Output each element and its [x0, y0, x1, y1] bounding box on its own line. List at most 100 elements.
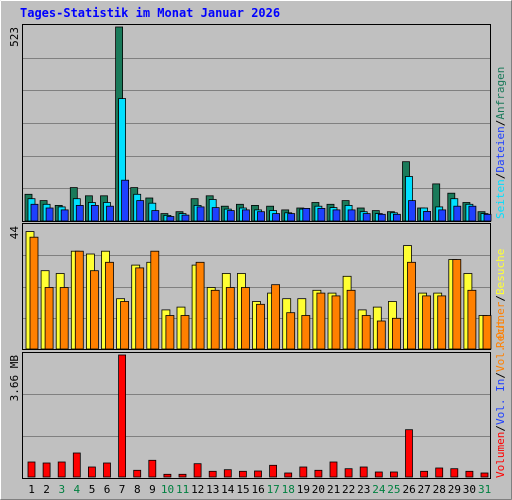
- bar-visits-rechner-day-4: [74, 250, 84, 350]
- volume-panel: [22, 352, 491, 479]
- bar-volume-volumen-day-16: [254, 470, 262, 478]
- bar-visits-rechner-day-27: [422, 295, 432, 350]
- bar-requests-seiten-day-28: [438, 209, 447, 222]
- bar-visits-rechner-day-26: [407, 261, 416, 350]
- bar-visits-rechner-day-22: [346, 289, 356, 350]
- bar-volume-volumen-day-24: [374, 471, 383, 478]
- requests-max-label: 523: [8, 27, 21, 47]
- bar-volume-volumen-day-12: [193, 463, 202, 478]
- day-label-25: 25: [387, 483, 400, 496]
- bar-volume-volumen-day-5: [88, 466, 96, 478]
- day-label-15: 15: [236, 483, 249, 496]
- legend-part: Besuche: [494, 249, 507, 295]
- day-label-3: 3: [58, 483, 65, 496]
- bar-requests-seiten-day-1: [30, 203, 39, 222]
- bar-marks: [24, 26, 492, 478]
- bar-requests-seiten-day-16: [257, 211, 265, 222]
- day-label-27: 27: [417, 483, 430, 496]
- day-label-2: 2: [43, 483, 50, 496]
- bar-requests-seiten-day-7: [121, 179, 129, 222]
- bar-requests-seiten-day-21: [332, 209, 341, 222]
- bar-volume-volumen-day-21: [329, 461, 338, 478]
- bar-visits-rechner-day-10: [165, 315, 175, 350]
- day-label-20: 20: [312, 483, 325, 496]
- visits-legend: Rechner/Besuche: [494, 249, 507, 348]
- bar-visits-rechner-day-8: [135, 267, 145, 350]
- bar-volume-volumen-day-26: [405, 429, 413, 478]
- bar-requests-seiten-day-8: [136, 200, 145, 222]
- day-label-28: 28: [433, 483, 446, 496]
- visits-panel: [22, 223, 491, 350]
- day-label-21: 21: [327, 483, 340, 496]
- day-label-10: 10: [161, 483, 174, 496]
- bar-visits-rechner-day-5: [90, 270, 99, 350]
- day-label-9: 9: [149, 483, 156, 496]
- bar-volume-volumen-day-6: [103, 462, 111, 478]
- day-label-22: 22: [342, 483, 355, 496]
- day-label-30: 30: [463, 483, 476, 496]
- bar-visits-rechner-day-18: [286, 312, 296, 350]
- bar-volume-volumen-day-23: [359, 466, 368, 478]
- bar-visits-rechner-day-23: [361, 315, 371, 350]
- bar-requests-seiten-day-14: [226, 210, 235, 222]
- bar-volume-volumen-day-27: [420, 470, 429, 478]
- bar-visits-rechner-day-6: [105, 261, 114, 350]
- bar-volume-volumen-day-11: [178, 473, 187, 478]
- bar-requests-seiten-day-20: [317, 207, 326, 222]
- bar-requests-seiten-day-27: [423, 210, 432, 222]
- bar-requests-seiten-day-12: [196, 206, 205, 222]
- bar-visits-rechner-day-12: [195, 261, 205, 350]
- bar-visits-rechner-day-7: [120, 301, 129, 350]
- legend-part: Vol. Out: [494, 319, 507, 372]
- day-label-13: 13: [206, 483, 219, 496]
- requests-legend: Seiten/Dateien/Anfragen: [494, 67, 507, 219]
- day-label-12: 12: [191, 483, 204, 496]
- day-label-7: 7: [119, 483, 126, 496]
- day-label-31: 31: [478, 483, 491, 496]
- legend-part: /: [494, 295, 507, 302]
- legend-part: Volumen: [494, 432, 507, 478]
- day-label-8: 8: [134, 483, 141, 496]
- day-label-16: 16: [251, 483, 264, 496]
- chart-title: Tages-Statistik im Monat Januar 2026: [20, 6, 280, 20]
- day-labels: 1 2 3 4 5 6 7 8 9 10 11 12 13 14 15 16 17 18 19 20 21 22 23 24 2…: [28, 483, 491, 496]
- legend-part: /: [494, 425, 507, 432]
- bar-requests-seiten-day-31: [483, 213, 492, 222]
- bar-volume-volumen-day-10: [163, 473, 172, 478]
- day-label-26: 26: [402, 483, 415, 496]
- bar-visits-rechner-day-21: [331, 295, 341, 350]
- bar-volume-volumen-day-20: [314, 469, 323, 478]
- bar-requests-seiten-day-3: [60, 209, 69, 222]
- legend-part: /: [494, 372, 507, 379]
- bar-volume-volumen-day-8: [133, 469, 142, 478]
- bar-visits-rechner-day-15: [240, 287, 250, 350]
- bar-volume-volumen-day-7: [118, 354, 126, 478]
- day-label-24: 24: [372, 483, 386, 496]
- day-label-14: 14: [221, 483, 235, 496]
- bar-requests-seiten-day-18: [287, 213, 296, 222]
- bar-requests-seiten-day-6: [106, 205, 114, 222]
- bar-visits-rechner-day-9: [150, 250, 160, 350]
- bar-volume-volumen-day-30: [465, 470, 474, 478]
- legend-part: Vol. In: [494, 379, 507, 425]
- bar-visits-rechner-day-25: [391, 317, 401, 350]
- bar-requests-seiten-day-29: [453, 205, 462, 222]
- bar-volume-volumen-day-28: [435, 467, 444, 478]
- bar-requests-seiten-day-11: [181, 214, 190, 222]
- bar-volume-volumen-day-22: [344, 468, 353, 478]
- volume-max-label: 3.66 MB: [8, 355, 21, 402]
- bar-requests-seiten-day-23: [362, 213, 371, 222]
- bar-visits-rechner-day-17: [271, 284, 281, 350]
- visits-max-label: 44: [8, 226, 21, 240]
- bar-volume-volumen-day-25: [389, 471, 398, 478]
- day-label-17: 17: [267, 483, 280, 496]
- bar-requests-seiten-day-4: [75, 204, 84, 222]
- bar-visits-rechner-day-31: [482, 315, 492, 350]
- day-label-5: 5: [89, 483, 96, 496]
- day-label-23: 23: [357, 483, 370, 496]
- day-label-11: 11: [176, 483, 189, 496]
- requests-panel: [22, 24, 491, 222]
- bar-visits-rechner-day-2: [44, 287, 54, 350]
- bar-visits-rechner-day-16: [256, 303, 265, 350]
